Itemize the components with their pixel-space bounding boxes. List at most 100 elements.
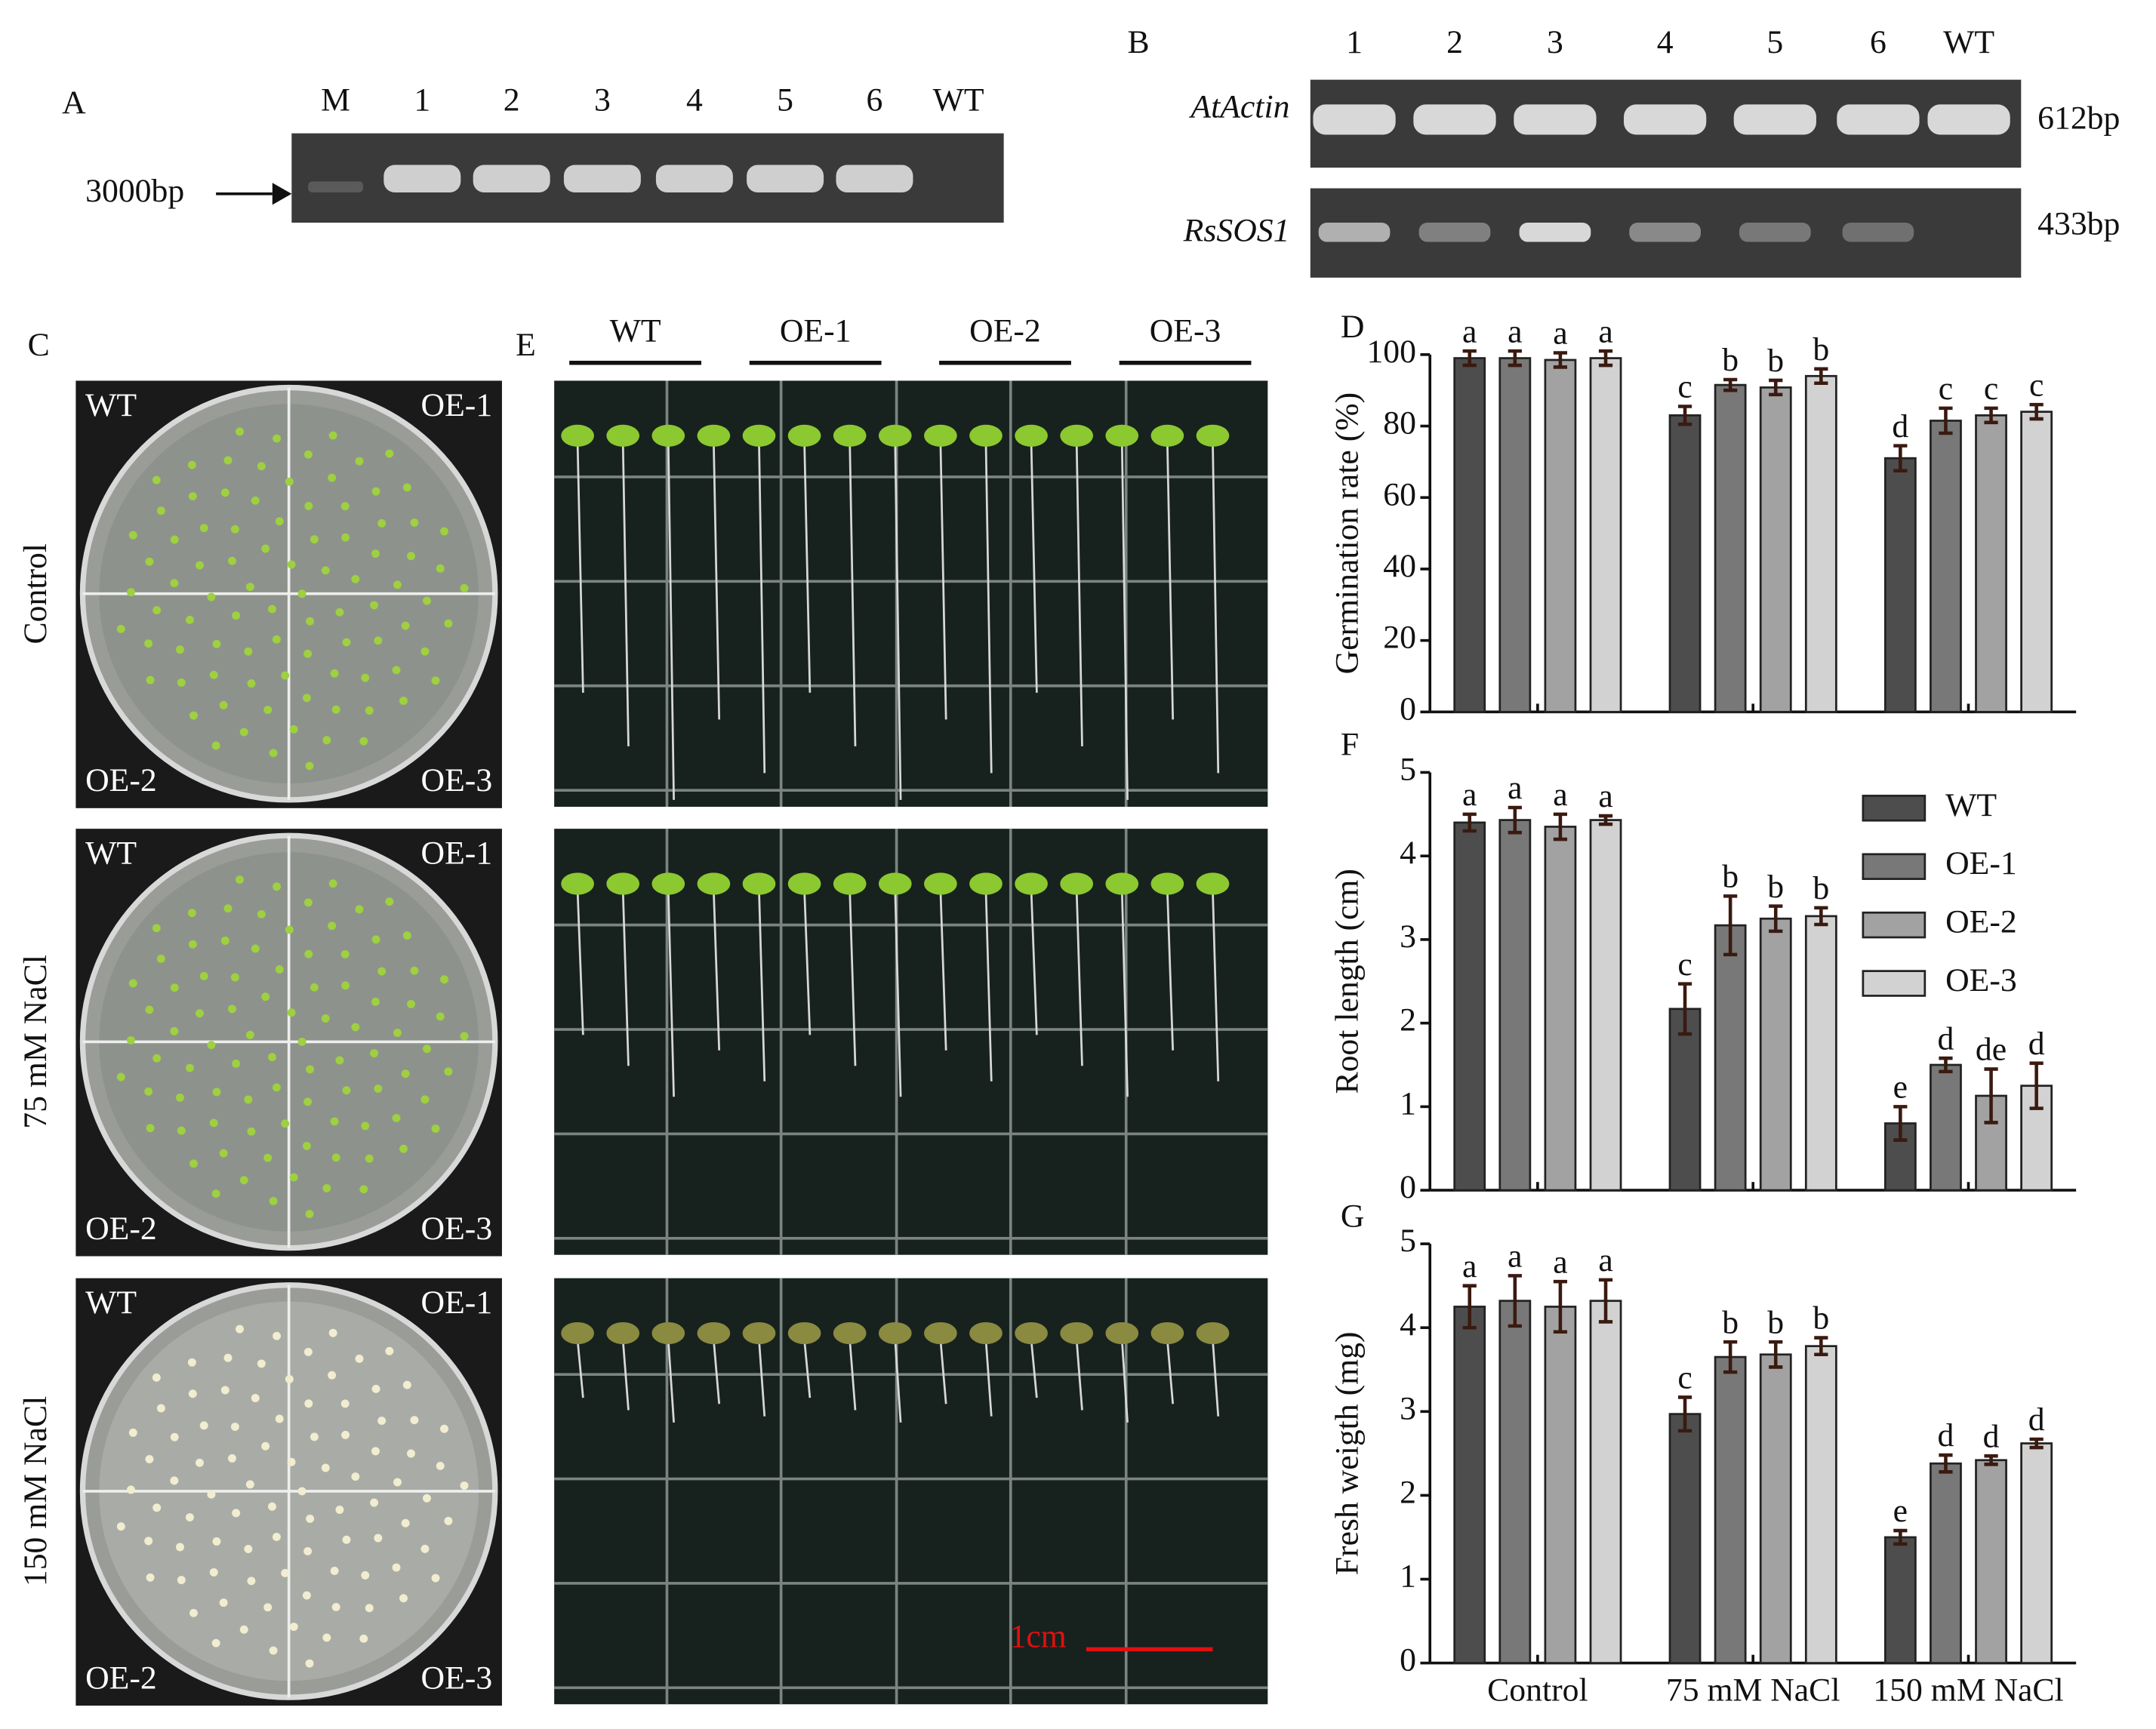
leaves xyxy=(833,1321,867,1345)
leaves xyxy=(969,424,1003,447)
seedling xyxy=(401,621,410,630)
seedling xyxy=(152,1503,162,1512)
lane-label: 2 xyxy=(1446,24,1463,60)
seedling xyxy=(365,1154,374,1163)
gel-band xyxy=(1739,223,1811,242)
seedling xyxy=(195,1009,204,1018)
seedling-photo xyxy=(554,1278,1268,1705)
line-label: OE-3 xyxy=(1150,313,1221,349)
seedling xyxy=(247,1127,256,1136)
seedling xyxy=(275,517,284,526)
seedling xyxy=(374,636,383,645)
seedling xyxy=(128,1428,137,1437)
leaves xyxy=(1150,424,1184,447)
error-bar xyxy=(1553,812,1568,841)
seedling xyxy=(402,931,411,940)
seedling xyxy=(340,949,350,958)
seedling xyxy=(116,1072,125,1081)
error-bar xyxy=(1893,444,1908,473)
bar xyxy=(2020,1442,2053,1664)
root xyxy=(1212,442,1220,774)
seedling xyxy=(393,580,402,589)
gene-label: RsSOS1 xyxy=(1183,213,1290,249)
root xyxy=(939,891,947,1051)
seedling xyxy=(268,1053,276,1062)
seedling xyxy=(177,678,186,687)
error-bar xyxy=(1814,906,1828,927)
x-tick-label: 75 mM NaCl xyxy=(1666,1672,1840,1709)
gel-band xyxy=(1418,223,1491,242)
seedling xyxy=(407,1000,415,1008)
significance-letter: a xyxy=(1462,1248,1477,1284)
error-bar xyxy=(1677,405,1692,426)
seedling xyxy=(423,1044,431,1054)
seedling xyxy=(436,1012,445,1021)
treatment-label: Control xyxy=(17,543,54,645)
seedling xyxy=(228,1454,236,1463)
seedling xyxy=(251,944,260,953)
seedling xyxy=(440,1424,448,1433)
seedling xyxy=(370,601,379,610)
error-bar xyxy=(1723,894,1738,957)
legend-swatch xyxy=(1862,911,1927,939)
root xyxy=(803,442,812,693)
seedling xyxy=(273,434,282,443)
seedling xyxy=(209,670,218,679)
bar xyxy=(1714,1355,1747,1664)
leaves xyxy=(1196,424,1230,447)
seedling xyxy=(146,1573,155,1582)
root xyxy=(667,891,675,1097)
seedling xyxy=(228,556,236,565)
root xyxy=(1212,891,1220,1081)
seedling xyxy=(257,462,266,471)
seedling xyxy=(247,679,256,688)
significance-letter: c xyxy=(1677,946,1692,983)
root xyxy=(713,442,721,720)
seedling xyxy=(187,460,196,469)
seedling xyxy=(371,935,380,944)
seedling xyxy=(236,427,244,436)
significance-letter: b xyxy=(1813,870,1829,906)
seedling xyxy=(340,1399,350,1408)
seedling xyxy=(272,1083,281,1092)
seedling xyxy=(220,937,229,945)
seedling xyxy=(188,1389,197,1398)
root xyxy=(621,442,630,746)
root xyxy=(849,891,857,1066)
leaves xyxy=(651,872,685,895)
seedling xyxy=(261,544,270,553)
seedling xyxy=(302,1142,311,1150)
seedling xyxy=(331,1153,340,1162)
y-tick-label: 100 xyxy=(1366,334,1416,370)
bar xyxy=(1759,1353,1792,1664)
significance-letter: a xyxy=(1462,313,1477,349)
y-tick-label: 4 xyxy=(1400,835,1416,871)
seedling xyxy=(305,761,314,771)
seedling xyxy=(152,1373,161,1382)
seedling xyxy=(230,525,239,534)
seedling xyxy=(263,1153,273,1162)
size-label: 612bp xyxy=(2037,100,2120,136)
seedling xyxy=(207,1490,216,1499)
error-bar xyxy=(2029,402,2044,421)
seedling xyxy=(423,1494,431,1503)
seedling xyxy=(239,728,248,737)
seedling xyxy=(410,966,419,975)
seedling xyxy=(322,1633,331,1642)
seedling xyxy=(189,1608,198,1617)
seedling xyxy=(176,1093,184,1102)
seedling xyxy=(302,1591,311,1600)
seedling xyxy=(361,1121,370,1131)
seedling xyxy=(460,583,469,592)
seedling xyxy=(328,1328,337,1337)
seedling xyxy=(328,921,337,931)
leaves xyxy=(1105,1321,1139,1345)
seedling xyxy=(188,940,197,949)
seedling xyxy=(268,1502,276,1511)
significance-letter: d xyxy=(2028,1026,2045,1062)
seedling xyxy=(170,1026,179,1035)
error-bar xyxy=(1814,1336,1828,1357)
significance-letter: d xyxy=(1892,408,1908,445)
bar xyxy=(1498,1300,1532,1664)
seedling xyxy=(223,904,233,913)
